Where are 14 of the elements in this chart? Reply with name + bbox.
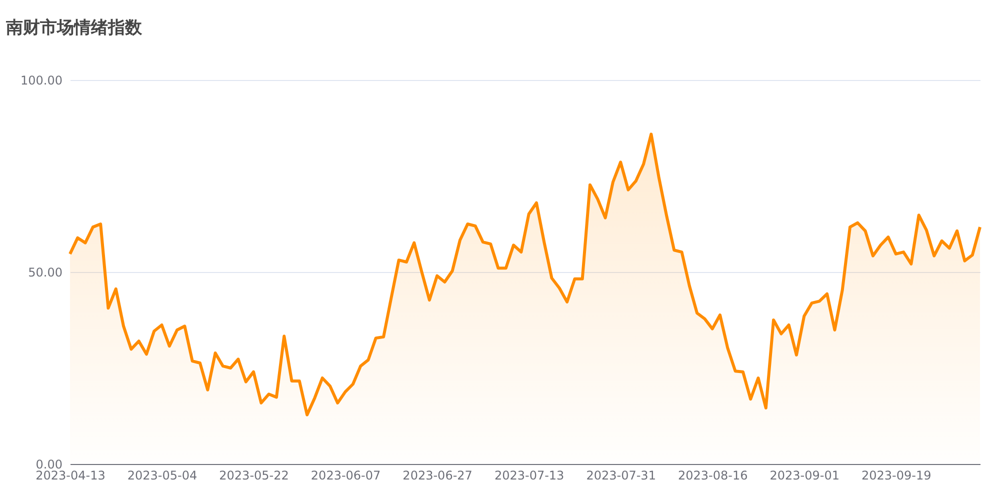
- chart-title: 南财市场情绪指数: [5, 18, 143, 38]
- x-tick-label: 2023-06-27: [402, 468, 472, 482]
- y-tick-label: 100.00: [20, 74, 62, 88]
- x-tick-label: 2023-09-01: [770, 468, 840, 482]
- x-tick-label: 2023-09-19: [862, 468, 932, 482]
- x-tick-label: 2023-06-07: [310, 468, 381, 482]
- x-tick-label: 2023-05-22: [219, 468, 289, 482]
- x-tick-label: 2023-07-31: [586, 468, 656, 482]
- y-tick-label: 50.00: [28, 266, 62, 280]
- y-tick-label: 0.00: [36, 458, 62, 472]
- x-tick-label: 2023-04-13: [36, 468, 106, 482]
- x-tick-label: 2023-07-13: [494, 468, 564, 482]
- x-tick-label: 2023-05-04: [127, 468, 198, 482]
- x-tick-label: 2023-08-16: [678, 468, 748, 482]
